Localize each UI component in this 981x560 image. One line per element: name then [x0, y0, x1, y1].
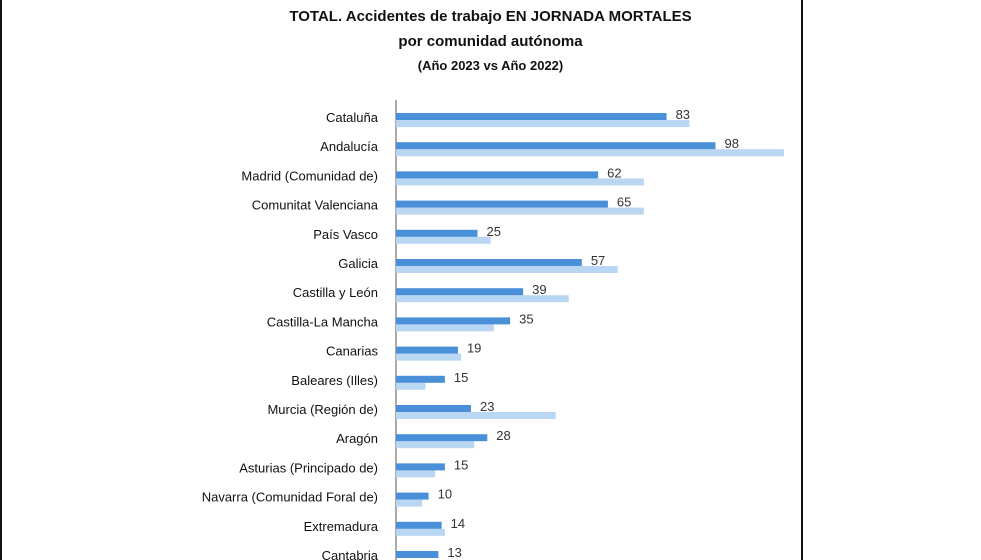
- chart-title: TOTAL. Accidentes de trabajo EN JORNADA …: [289, 8, 692, 25]
- data-label: 83: [676, 107, 690, 122]
- bar-series-1: [396, 405, 471, 412]
- bar-series-1: [396, 288, 524, 296]
- left-frame-border: [0, 0, 2, 560]
- bar-series-2: [396, 120, 690, 127]
- bar-series-2: [396, 382, 426, 390]
- data-label: 35: [519, 311, 533, 326]
- category-label: Castilla y León: [293, 285, 378, 300]
- data-label: 15: [454, 370, 468, 385]
- bar-series-1: [396, 463, 445, 471]
- data-label: 62: [607, 165, 621, 180]
- data-label: 19: [467, 341, 481, 356]
- data-label: 65: [617, 195, 631, 210]
- category-label: Navarra (Comunidad Foral de): [202, 490, 378, 505]
- category-label: Castilla-La Mancha: [267, 314, 379, 329]
- category-label: Comunitat Valenciana: [252, 198, 379, 213]
- data-label: 25: [487, 224, 501, 239]
- bar-series-2: [396, 412, 556, 419]
- data-label: 39: [532, 282, 546, 297]
- bar-series-1: [396, 346, 458, 354]
- bar-series-1: [396, 434, 488, 442]
- data-label: 13: [447, 545, 461, 560]
- category-label: Asturias (Principado de): [239, 460, 378, 475]
- bar-series-2: [396, 236, 491, 244]
- bar-series-2: [396, 499, 423, 507]
- category-label: Murcia (Región de): [267, 402, 378, 417]
- data-label: 57: [591, 253, 605, 268]
- data-label: 15: [454, 457, 468, 472]
- bar-series-1: [396, 375, 445, 383]
- data-label: 23: [480, 399, 494, 414]
- bar-series-1: [396, 551, 439, 558]
- bar-series-1: [396, 200, 608, 208]
- category-label: Extremadura: [304, 519, 379, 534]
- category-label: País Vasco: [313, 227, 378, 242]
- bar-series-2: [396, 353, 462, 361]
- category-label: Cantabria: [322, 548, 379, 560]
- category-label: Galicia: [338, 256, 379, 271]
- data-label: 10: [438, 487, 452, 502]
- bar-series-2: [396, 470, 436, 478]
- category-label: Madrid (Comunidad de): [241, 168, 378, 183]
- bar-series-2: [396, 266, 618, 273]
- chart-title-line2: por comunidad autónoma: [398, 33, 583, 50]
- bar-series-2: [396, 149, 784, 157]
- bar-series-1: [396, 171, 599, 179]
- data-label: 28: [496, 428, 510, 443]
- bar-series-2: [396, 207, 644, 215]
- bar-series-2: [396, 528, 445, 536]
- bar-series-2: [396, 295, 569, 303]
- data-label: 14: [451, 516, 465, 531]
- bar-series-1: [396, 113, 667, 120]
- chart-subtitle: (Año 2023 vs Año 2022): [417, 58, 564, 73]
- bar-series-1: [396, 521, 442, 529]
- bar-series-1: [396, 317, 511, 325]
- bar-series-1: [396, 259, 582, 266]
- category-label: Cataluña: [326, 110, 379, 125]
- bar-series-2: [396, 441, 475, 449]
- bar-series-1: [396, 142, 716, 150]
- category-label: Aragón: [336, 431, 378, 446]
- bar-series-1: [396, 492, 429, 500]
- category-label: Canarias: [326, 344, 379, 359]
- right-frame-border: [801, 0, 803, 560]
- category-label: Baleares (Illes): [291, 373, 378, 388]
- category-label: Andalucía: [320, 139, 379, 154]
- data-label: 98: [724, 136, 738, 151]
- bar-series-2: [396, 324, 494, 332]
- bar-series-2: [396, 178, 644, 186]
- bar-series-1: [396, 229, 478, 237]
